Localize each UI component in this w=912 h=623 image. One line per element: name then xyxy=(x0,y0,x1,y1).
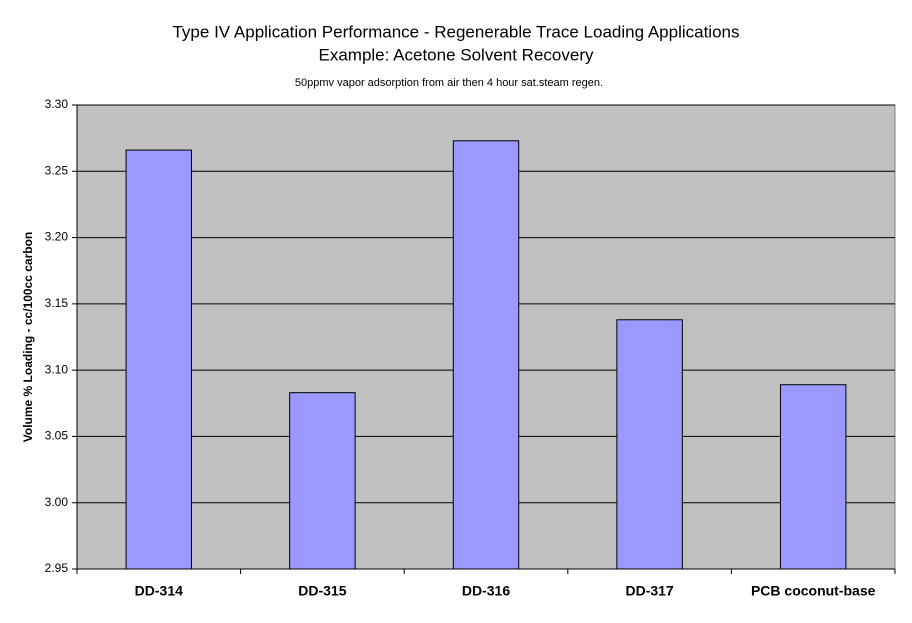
bar xyxy=(452,140,520,570)
chart-subtitle: Example: Acetone Solvent Recovery xyxy=(319,45,594,64)
x-tick-label: DD-314 xyxy=(135,583,183,599)
y-tick-label: 2.95 xyxy=(45,561,69,575)
x-tick-label: DD-317 xyxy=(625,583,673,599)
bar xyxy=(779,384,847,570)
bar xyxy=(289,392,356,570)
annotation: 50ppmv vapor adsorption from air then 4 … xyxy=(295,77,603,89)
y-tick-label: 3.20 xyxy=(45,230,69,244)
x-tick-label: PCB coconut-base xyxy=(751,583,876,599)
y-tick-label: 3.05 xyxy=(45,429,69,443)
y-tick-label: 3.10 xyxy=(45,362,69,376)
y-tick-label: 3.25 xyxy=(45,163,69,177)
y-tick-label: 3.00 xyxy=(45,495,69,509)
x-tick-label: DD-315 xyxy=(298,583,346,599)
chart-title: Type IV Application Performance - Regene… xyxy=(172,22,739,41)
y-axis-label: Volume % Loading - cc/100cc carbon xyxy=(21,232,35,443)
bar xyxy=(616,319,683,570)
y-tick-label: 3.15 xyxy=(45,296,69,310)
x-tick-label: DD-316 xyxy=(462,583,510,599)
y-tick-label: 3.30 xyxy=(45,97,69,111)
bar xyxy=(125,149,193,570)
